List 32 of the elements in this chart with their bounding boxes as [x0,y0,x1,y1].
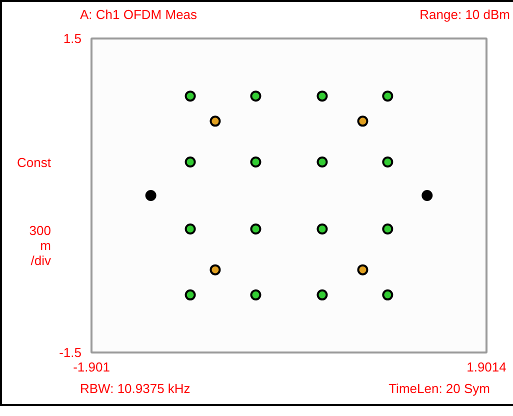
x-tick-label: -1.901 [73,360,110,374]
y-tick-label: -1.5 [59,345,82,360]
point [210,264,221,276]
point [250,224,262,234]
text: 300 m /div [29,223,51,268]
y-tick-label: 1.5 [63,31,82,46]
point [316,156,328,168]
text: TimeLen: 20 Sym [388,381,490,396]
point [382,289,394,300]
point [382,156,394,168]
point [250,156,262,168]
point [422,190,433,201]
point [184,289,196,300]
point [184,224,196,234]
point [250,289,262,300]
y-axis-title: Const [17,155,51,170]
point [357,264,368,276]
point [316,90,328,102]
point [382,224,394,234]
point [210,116,221,127]
chart-title: A: Ch1 OFDM Meas [80,7,198,22]
point [250,90,262,102]
x-tick-label: 1.9014 [466,360,506,374]
point [316,224,328,234]
point [382,90,394,102]
point [145,190,156,201]
text: RBW: 10.9375 kHz [80,381,190,396]
point [184,156,196,168]
text: Range: 10 dBm [420,7,510,22]
point [184,90,196,102]
point [316,289,328,300]
point [357,116,368,127]
